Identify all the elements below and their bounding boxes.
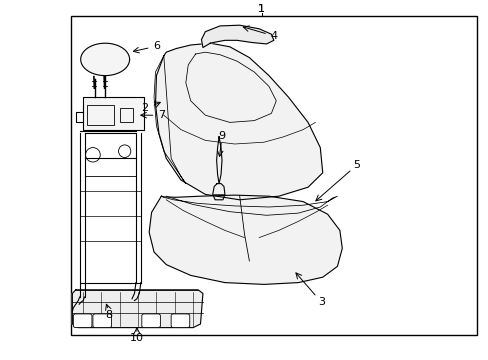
Text: 8: 8 (105, 310, 112, 320)
FancyBboxPatch shape (171, 314, 189, 328)
FancyBboxPatch shape (93, 314, 111, 328)
FancyBboxPatch shape (73, 314, 92, 328)
Text: 1: 1 (258, 4, 264, 14)
Bar (87, 105, 114, 125)
Polygon shape (81, 43, 129, 76)
Polygon shape (155, 43, 322, 200)
Bar (71, 16, 476, 335)
Text: 10: 10 (130, 333, 143, 343)
Text: 2: 2 (141, 103, 148, 113)
Text: 9: 9 (218, 131, 224, 141)
Text: 4: 4 (270, 31, 277, 41)
Text: 1: 1 (258, 4, 264, 14)
Text: 3: 3 (318, 297, 325, 307)
Bar (84, 133, 136, 176)
Text: 7: 7 (158, 110, 164, 120)
Text: 5: 5 (353, 159, 360, 170)
Bar (120, 108, 133, 122)
Text: 6: 6 (153, 41, 160, 51)
Polygon shape (201, 25, 273, 48)
Polygon shape (72, 290, 203, 328)
Bar (83, 97, 144, 130)
Polygon shape (149, 195, 342, 284)
FancyBboxPatch shape (142, 314, 160, 328)
